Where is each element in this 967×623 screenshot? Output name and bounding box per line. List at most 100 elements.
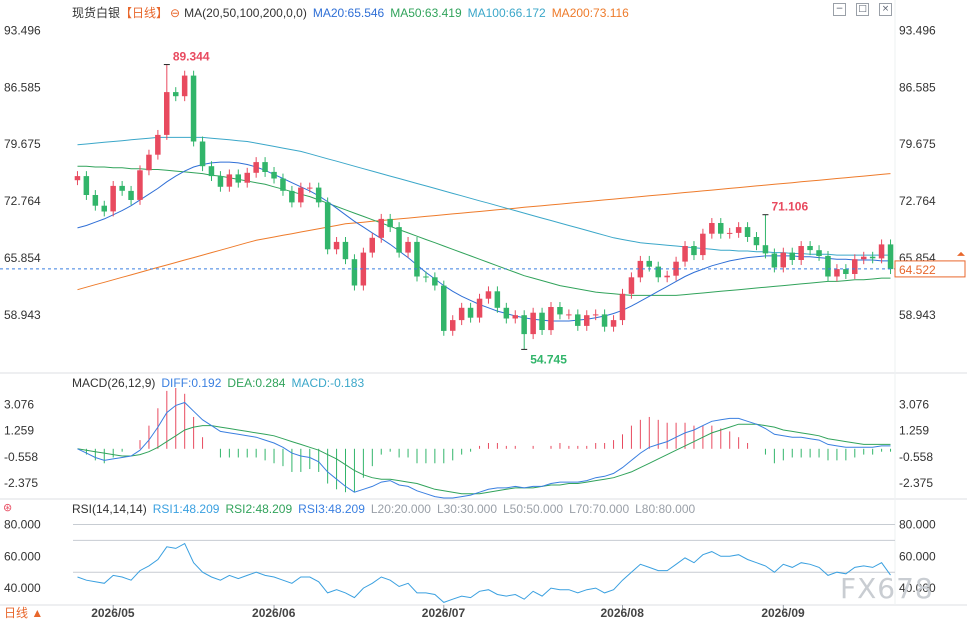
settings-icon[interactable]: ⊖ (170, 6, 181, 20)
candle-down (807, 246, 813, 251)
rsi-tick-right: 60.000 (899, 549, 936, 563)
candle-down (646, 260, 652, 267)
rsi-tick-left: 40.000 (4, 581, 41, 595)
candle-down (521, 315, 527, 335)
candle-down (173, 92, 179, 97)
candle-down (217, 176, 224, 187)
candle-up (852, 259, 858, 274)
macd-dea: DEA:0.284 (227, 376, 286, 390)
candle-up (592, 314, 599, 316)
macd-tick-right: -0.558 (899, 450, 933, 464)
x-axis-label: 2026/08 (600, 606, 644, 620)
maximize-button[interactable]: □ (856, 3, 869, 16)
candle-down (271, 171, 277, 179)
candle-up (610, 320, 617, 327)
candle-up (360, 252, 367, 286)
last-price-value: 64.522 (899, 263, 936, 277)
candle-down (101, 205, 107, 212)
candle-down (655, 266, 661, 278)
candle-down (119, 185, 125, 191)
candle-down (208, 166, 215, 177)
candle-down (128, 190, 134, 200)
rsi-settings-icon[interactable]: ⊛ (3, 501, 13, 514)
candle-up (110, 185, 116, 212)
candle-up (369, 237, 375, 253)
period-tag[interactable]: 【日线】 (120, 6, 169, 20)
candle-up (74, 176, 81, 181)
price-tick-right: 72.764 (899, 194, 936, 208)
ma-label: MA(20,50,100,200,0,0) (184, 6, 307, 20)
price-tick-right: 86.585 (899, 80, 936, 94)
candle-up (181, 75, 188, 97)
macd-tick-left: 3.076 (4, 397, 34, 411)
ma50-value: MA50:63.419 (390, 6, 462, 20)
rsi3-value: RSI3:48.209 (298, 502, 365, 516)
l80-value: L80:80.000 (635, 502, 696, 516)
candle-down (351, 259, 358, 286)
candle-up (378, 218, 384, 238)
candle-up (834, 269, 840, 277)
candle-down (816, 250, 822, 256)
candle-up (476, 298, 483, 318)
candle-down (494, 291, 501, 308)
price-tick-right: 58.943 (899, 308, 936, 322)
macd-label: MACD(26,12,9) (72, 376, 156, 390)
candle-up (735, 227, 742, 233)
ma20-value: MA20:65.546 (312, 6, 385, 20)
candle-up (780, 252, 786, 268)
candle-up (155, 134, 161, 155)
candle-up (253, 162, 259, 173)
period-button[interactable]: 日线 ▲ (4, 606, 44, 620)
ma100-value: MA100:66.172 (467, 6, 546, 20)
candle-up (485, 291, 492, 299)
candle-down (315, 187, 322, 203)
price-tick-right: 79.675 (899, 137, 936, 151)
price-tick-left: 93.496 (4, 23, 41, 37)
macd-tick-right: 1.259 (899, 424, 929, 438)
rsi-header: RSI(14,14,14) RSI1:48.209 RSI2:48.209 RSI3:… (72, 502, 701, 516)
candle-up (298, 187, 304, 203)
candle-up (664, 275, 670, 278)
candle-up (619, 293, 626, 321)
rsi-line (77, 542, 891, 603)
candle-down (503, 307, 510, 319)
candle-up (226, 174, 233, 187)
rsi1-value: RSI1:48.209 (152, 502, 220, 516)
x-axis-label: 2026/05 (91, 606, 135, 620)
candle-down (324, 202, 331, 250)
macd-tick-left: 1.259 (4, 424, 34, 438)
candle-down (92, 195, 99, 206)
l30-value: L30:30.000 (436, 502, 497, 516)
minimize-button[interactable]: − (833, 3, 846, 16)
macd-tick-left: -2.375 (4, 476, 38, 490)
candle-up (682, 246, 688, 262)
annotation-label: 89.344 (173, 50, 210, 64)
watermark: FX678 (840, 572, 934, 605)
candle-down (199, 141, 206, 167)
candle-down (235, 174, 241, 183)
candle-down (771, 253, 778, 268)
x-axis-label: 2026/06 (252, 606, 296, 620)
x-axis-label: 2026/09 (761, 606, 805, 620)
candle-down (280, 178, 286, 191)
candle-down (539, 312, 545, 330)
candle-down (762, 245, 769, 254)
close-button[interactable]: × (879, 3, 892, 16)
candle-down (843, 269, 849, 274)
price-chart-header: 现货白银【日线】 ⊖ MA(20,50,100,200,0,0) MA20:65.54… (72, 4, 635, 21)
candle-up (637, 260, 644, 278)
rsi-tick-left: 60.000 (4, 549, 41, 563)
last-price-arrow (957, 251, 965, 256)
candle-down (557, 307, 563, 315)
annotation-label: 71.106 (771, 200, 808, 214)
candle-down (691, 246, 697, 256)
candle-up (628, 277, 635, 294)
candle-down (387, 218, 393, 228)
candle-up (333, 241, 340, 250)
ma100-line (77, 136, 891, 256)
candle-down (718, 223, 724, 234)
rsi-tick-right: 80.000 (899, 518, 936, 532)
ma20-line (77, 161, 891, 322)
macd-header: MACD(26,12,9) DIFF:0.192 DEA:0.284 MACD:-0.… (72, 376, 370, 390)
